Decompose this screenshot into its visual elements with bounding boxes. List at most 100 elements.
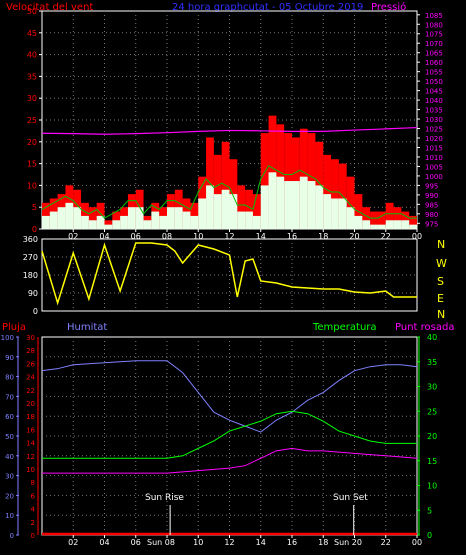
bottom-x-tick-label: 06 (131, 538, 141, 547)
pressure-y-tick-label: 1060 (425, 59, 443, 67)
sun-rise-tick-label: Sun 08 (147, 538, 175, 547)
wind-average-bar (221, 189, 230, 229)
pressure-y-tick-label: 1010 (425, 154, 443, 162)
compass-label-w: W (436, 257, 447, 270)
pressure-y-tick-label: 975 (425, 220, 438, 228)
wind-average-bar (377, 224, 386, 229)
dewpoint-line (42, 447, 418, 474)
compass-label-e: E (437, 292, 444, 305)
pressure-y-tick-label: 1025 (425, 126, 443, 134)
pressure-y-tick-label: 1085 (425, 12, 443, 20)
humidity-line (41, 360, 418, 433)
direction-y-tick-label: 270 (23, 253, 38, 262)
wind-average-bar (346, 207, 355, 229)
rain-y-tick-label: 12 (26, 453, 35, 461)
wind-gust-bar (346, 176, 355, 229)
wind-average-bar (393, 220, 402, 229)
pressure-y-tick-label: 1020 (425, 135, 443, 143)
pressure-y-tick-label: 985 (425, 201, 438, 209)
humidity-y-tick-label: 70 (5, 393, 14, 401)
wind-average-bar (401, 220, 410, 229)
pressure-y-tick-label: 980 (425, 211, 438, 219)
bottom-x-tick-label: 16 (287, 538, 297, 547)
wind-average-bar (73, 207, 82, 229)
wind-average-bar (284, 181, 292, 229)
rain-y-tick-label: 14 (26, 440, 35, 448)
temperature-y-tick-label: 40 (427, 333, 437, 342)
grid-layer (42, 11, 417, 535)
sun-set-label: Sun Set (333, 493, 368, 503)
wind-average-bar (315, 185, 324, 229)
wind-average-bar (174, 207, 183, 229)
pressure-y-tick-label: 1005 (425, 163, 443, 171)
wind-y-tick-label: 25 (27, 116, 37, 125)
pressure-y-tick-label: 1055 (425, 69, 443, 77)
wind-gust-bar (245, 189, 253, 229)
pressure-y-tick-label: 1040 (425, 97, 443, 105)
rain-y-tick-label: 22 (26, 387, 35, 395)
bottom-x-tick-label: 18 (318, 538, 328, 547)
rain-y-tick-label: 30 (26, 334, 35, 342)
wind-gust-bar (331, 159, 339, 229)
wind-average-bar (167, 207, 175, 229)
humidity-y-tick-label: 50 (5, 433, 14, 441)
pressure-y-tick-label: 1045 (425, 88, 443, 96)
wind-average-bar (190, 215, 199, 229)
wind-average-bar (237, 211, 246, 229)
bottom-x-tick-label: 22 (381, 538, 391, 547)
wind-average-bar (151, 211, 160, 229)
direction-y-tick-label: 0 (33, 307, 38, 316)
wind-y-tick-label: 15 (27, 160, 37, 169)
humidity-y-tick-label: 60 (5, 413, 14, 421)
humidity-y-tick-label: 40 (5, 453, 14, 461)
wind-average-bar (112, 220, 121, 229)
rain-y-tick-label: 6 (31, 492, 36, 500)
pressure-line (41, 126, 418, 135)
wind-average-bar (260, 185, 269, 229)
bottom-x-tick-label: 00 (412, 538, 422, 547)
wind-average-bar (57, 207, 66, 229)
humidity-y-tick-label: 30 (5, 473, 14, 481)
wind-gust-bar (385, 202, 394, 229)
wind-average-bar (206, 185, 214, 229)
temperature-y-tick-label: 30 (427, 383, 437, 392)
axes-layer: 0510152025303540455097598098599099510001… (1, 7, 443, 547)
wind-gust-bar (377, 211, 386, 229)
wind-average-bar (127, 207, 136, 229)
wind-y-tick-label: 20 (27, 138, 37, 147)
wind-average-bar (213, 194, 222, 229)
wind-y-tick-label: 35 (27, 72, 37, 81)
direction-y-tick-label: 90 (28, 289, 38, 298)
wind-average-bar (409, 224, 417, 229)
rain-y-tick-label: 0 (31, 532, 35, 540)
rain-y-tick-label: 20 (26, 400, 35, 408)
temperature-y-tick-label: 25 (427, 407, 437, 416)
humidity-y-tick-label: 90 (5, 354, 14, 362)
wind-average-bar (370, 224, 378, 229)
wind-average-bar (159, 215, 167, 229)
humidity-y-tick-label: 20 (5, 492, 14, 500)
wind-average-bar (354, 215, 363, 229)
pressure-y-tick-label: 1065 (425, 50, 443, 58)
rain-y-tick-label: 2 (31, 519, 35, 527)
compass-label-s: S (437, 275, 444, 288)
wind-average-bar (292, 181, 300, 229)
wind-x-tick-label: 16 (287, 232, 297, 241)
temperature-y-tick-label: 10 (427, 482, 437, 491)
temperature-y-tick-label: 0 (427, 531, 432, 540)
bottom-x-tick-label: 14 (256, 538, 266, 547)
pressure-title: Pressió (371, 1, 406, 13)
pressure-y-tick-label: 1000 (425, 173, 443, 181)
wind-x-tick-label: 20 (349, 232, 359, 241)
wind-average-line (41, 165, 417, 219)
rain-y-tick-label: 18 (26, 413, 35, 421)
wind-gust-bar (409, 215, 417, 229)
temperature-y-tick-label: 20 (427, 432, 437, 441)
data-layer (41, 115, 418, 536)
pressure-y-tick-label: 1080 (425, 21, 443, 29)
wind-gust-bar (362, 207, 371, 229)
pressure-y-tick-label: 1075 (425, 31, 443, 39)
wind-average-bar (143, 220, 152, 229)
wind-average-bar (88, 220, 97, 229)
humidity-label: Humitat (67, 322, 107, 333)
